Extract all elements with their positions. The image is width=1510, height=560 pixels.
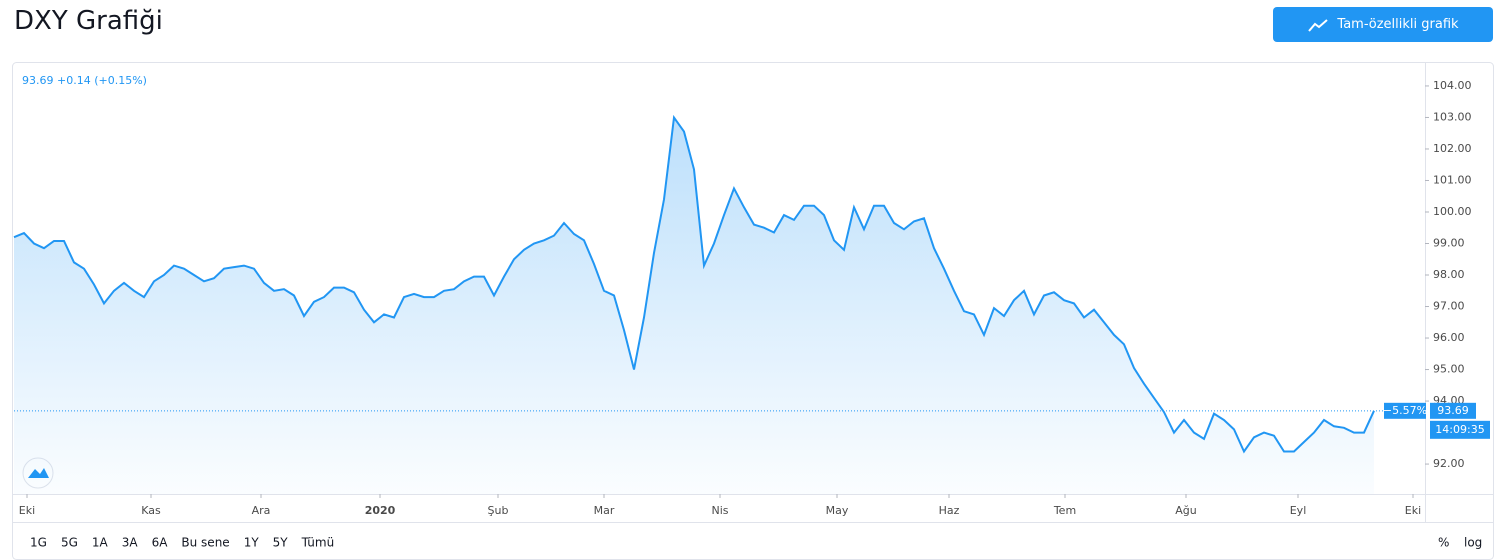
range-button[interactable]: 1A (92, 536, 109, 550)
x-tick-label: Şub (488, 504, 509, 517)
y-tick-label: 95.00 (1433, 363, 1465, 376)
legend: 93.69 +0.14 (+0.15%) (22, 74, 147, 87)
icon (1308, 18, 1329, 32)
y-tick-label: 100.00 (1433, 205, 1472, 218)
x-tick-label: Nis (711, 504, 728, 517)
x-tick-label: Tem (1053, 504, 1076, 517)
range-button[interactable]: Tümü (301, 536, 335, 550)
x-tick-label: 2020 (365, 504, 396, 517)
y-tick-label: 92.00 (1433, 457, 1465, 470)
range-button[interactable]: 5G (61, 536, 78, 550)
range-button[interactable]: 3A (122, 536, 139, 550)
y-tick-label: 96.00 (1433, 331, 1465, 344)
x-tick-label: Eki (1405, 504, 1421, 517)
range-button[interactable]: Bu sene (181, 536, 229, 550)
x-tick-label: Mar (594, 504, 615, 517)
change-label: −5.57% (1383, 404, 1427, 417)
x-tick-label: Ara (252, 504, 271, 517)
change-box (1384, 402, 1426, 419)
y-tick-label: 98.00 (1433, 268, 1465, 281)
page-title: DXY Grafiği (14, 6, 163, 36)
range-button[interactable]: 5Y (273, 536, 289, 550)
range-button[interactable]: 1G (30, 536, 47, 550)
full-chart-button[interactable]: Tam-özellikli grafik (1273, 7, 1493, 42)
y-tick-label: 97.00 (1433, 300, 1465, 313)
x-tick-label: Kas (141, 504, 161, 517)
area (14, 117, 1374, 494)
y-tick-label: 103.00 (1433, 110, 1472, 123)
y-tick-label: 102.00 (1433, 142, 1472, 155)
price-box (1430, 402, 1476, 419)
time-label: 14:09:35 (1435, 423, 1484, 436)
price-label: 93.69 (1437, 404, 1469, 417)
y-tick-label: 104.00 (1433, 79, 1472, 92)
x-tick-label: Eki (19, 504, 35, 517)
range-button[interactable]: 6A (152, 536, 169, 550)
log-toggle[interactable]: log (1464, 536, 1482, 550)
x-tick-label: Haz (939, 504, 960, 517)
y-tick-label: 101.00 (1433, 173, 1472, 186)
percent-toggle[interactable]: % (1438, 536, 1449, 550)
x-tick-label: Ağu (1175, 504, 1196, 517)
time-box (1430, 420, 1490, 439)
x-tick-label: May (826, 504, 849, 517)
price-line (13, 114, 1375, 454)
y-tick-label: 99.00 (1433, 236, 1465, 249)
range-button[interactable]: 1Y (244, 536, 260, 550)
x-tick-label: Eyl (1290, 504, 1307, 517)
button-label: Tam-özellikli grafik (1337, 17, 1459, 32)
